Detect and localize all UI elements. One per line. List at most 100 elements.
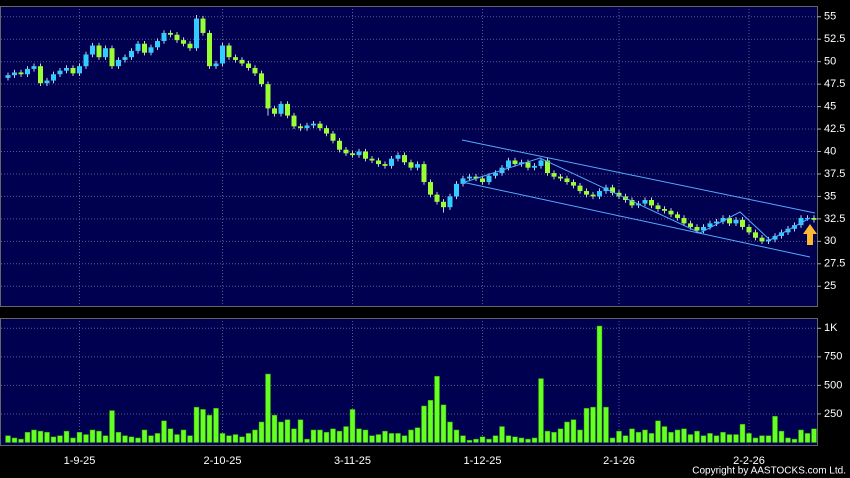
candle-body bbox=[766, 239, 771, 242]
volume-bar bbox=[278, 421, 284, 443]
volume-bar bbox=[811, 428, 817, 443]
y-tick-label: 250 bbox=[824, 408, 842, 420]
volume-bar bbox=[466, 439, 473, 443]
candle-body bbox=[753, 232, 758, 238]
candle-body bbox=[538, 160, 544, 166]
volume-bar bbox=[726, 434, 733, 443]
volume-bar bbox=[414, 427, 421, 443]
volume-bar bbox=[297, 419, 304, 443]
candle-body bbox=[480, 178, 485, 183]
volume-bar bbox=[57, 435, 63, 443]
volume-bar bbox=[720, 431, 726, 443]
candle-body bbox=[220, 45, 225, 64]
volume-bar bbox=[798, 429, 804, 443]
candle-body bbox=[252, 67, 258, 74]
volume-bar bbox=[746, 433, 752, 443]
volume-bar bbox=[167, 428, 174, 443]
candle-body bbox=[486, 175, 492, 183]
candle-body bbox=[291, 115, 297, 127]
volume-bar bbox=[271, 414, 278, 443]
candle-body bbox=[662, 208, 667, 211]
candle-body bbox=[395, 155, 401, 159]
candle-body bbox=[740, 219, 745, 227]
volume-bar bbox=[700, 435, 707, 443]
candle-body bbox=[330, 133, 336, 141]
candle-body bbox=[103, 48, 108, 58]
volume-bar bbox=[317, 429, 323, 443]
candle-body bbox=[31, 66, 37, 69]
candle-body bbox=[285, 103, 290, 116]
volume-bar bbox=[609, 437, 616, 443]
volume-bar bbox=[590, 406, 596, 443]
volume-bar bbox=[245, 433, 252, 443]
price-panel bbox=[0, 6, 818, 307]
candle-body bbox=[148, 47, 154, 53]
volume-bar bbox=[518, 437, 525, 443]
candle-body bbox=[142, 43, 147, 53]
candle-body bbox=[122, 57, 128, 60]
candle-body bbox=[174, 34, 180, 41]
candle-body bbox=[597, 191, 602, 197]
y-tick-label: 750 bbox=[824, 351, 842, 363]
candle-body bbox=[259, 73, 264, 85]
y-tick-label: 30 bbox=[824, 235, 836, 247]
candle-body bbox=[265, 84, 271, 109]
volume-bar bbox=[479, 436, 486, 443]
candle-body bbox=[519, 162, 524, 165]
candle-body bbox=[96, 45, 102, 58]
candle-body bbox=[590, 194, 596, 197]
volume-bar bbox=[687, 434, 694, 443]
candle-body bbox=[226, 45, 232, 58]
candle-body bbox=[688, 223, 693, 227]
candle-body bbox=[649, 200, 654, 206]
volume-bar bbox=[76, 431, 83, 443]
candle-body bbox=[129, 50, 134, 58]
volume-bar bbox=[70, 437, 76, 443]
volume-bar bbox=[596, 325, 603, 443]
candle-body bbox=[116, 59, 121, 67]
candle-body bbox=[798, 217, 804, 226]
volume-bar bbox=[681, 428, 687, 443]
volume-bar bbox=[655, 420, 661, 443]
volume-bar bbox=[408, 429, 414, 443]
candle-body bbox=[376, 160, 381, 165]
candle-body bbox=[434, 194, 440, 202]
volume-bar bbox=[96, 430, 102, 443]
candle-body bbox=[493, 173, 498, 176]
volume-bar bbox=[395, 433, 401, 443]
candle-body bbox=[467, 176, 472, 179]
volume-bar bbox=[18, 438, 24, 443]
candle-body bbox=[135, 43, 141, 51]
candle-body bbox=[363, 151, 368, 159]
volume-bar bbox=[486, 438, 492, 443]
candle-body bbox=[473, 176, 479, 179]
marks bbox=[5, 14, 817, 443]
volume-bar bbox=[707, 433, 713, 443]
y-tick-label: 35 bbox=[824, 190, 836, 202]
volume-bar bbox=[252, 429, 258, 443]
candle-body bbox=[759, 237, 765, 242]
volume-bar bbox=[733, 434, 739, 443]
candle-body bbox=[408, 162, 414, 168]
grid: 25 27.5 30 32.5 35 37.5 40 42.5 45 47.5 50 52.5 55 25… bbox=[1, 6, 845, 467]
candle-body bbox=[168, 32, 173, 35]
candle-body bbox=[57, 70, 63, 75]
candle-body bbox=[545, 160, 550, 174]
volume-bar bbox=[375, 434, 382, 443]
volume-bar bbox=[694, 430, 700, 443]
volume-bar bbox=[674, 429, 681, 443]
volume-bar bbox=[323, 431, 330, 443]
candle-body bbox=[25, 68, 30, 75]
volume-bar bbox=[512, 436, 518, 443]
candle-body bbox=[311, 123, 316, 126]
candle-body bbox=[298, 126, 303, 129]
y-tick-label: 25 bbox=[824, 280, 836, 292]
volume-bar bbox=[421, 405, 427, 443]
y-tick-label: 27.5 bbox=[824, 258, 845, 270]
volume-bar bbox=[115, 431, 122, 443]
y-tick-label: 55 bbox=[824, 11, 836, 23]
volume-bar bbox=[239, 436, 245, 443]
y-tick-label: 1K bbox=[824, 322, 838, 334]
channel-lower bbox=[461, 181, 811, 258]
